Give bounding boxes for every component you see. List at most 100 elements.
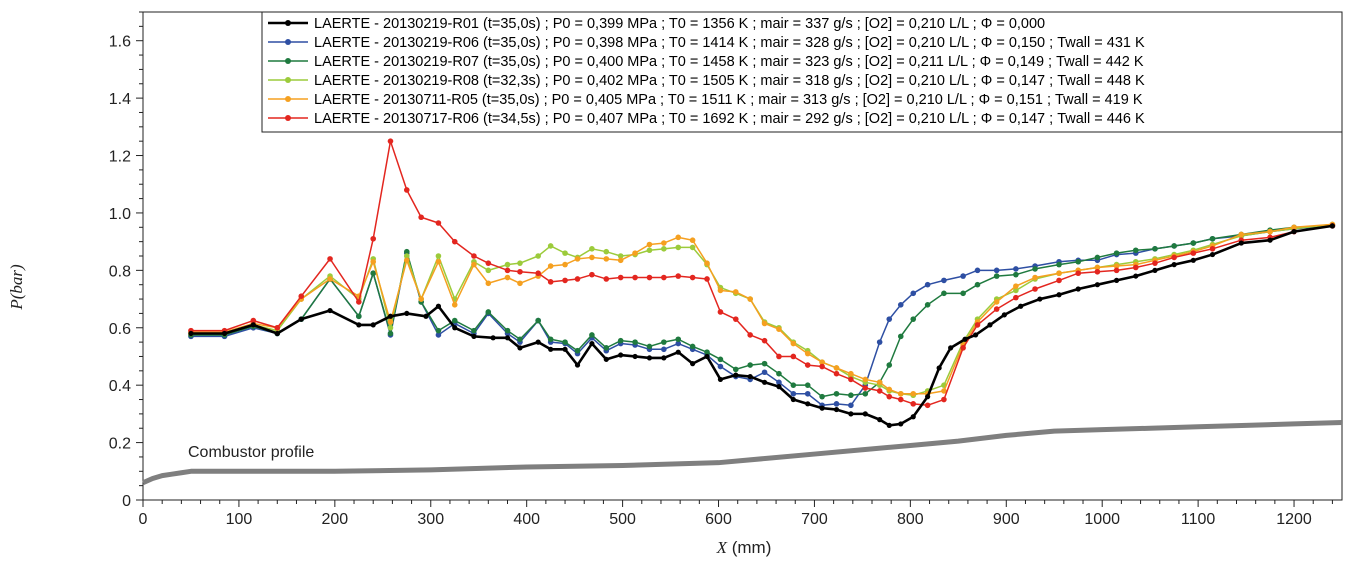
data-point xyxy=(548,346,554,352)
data-point xyxy=(936,365,942,371)
data-point xyxy=(924,302,931,308)
data-point xyxy=(435,220,442,226)
data-point xyxy=(761,360,768,367)
data-point xyxy=(603,276,610,282)
data-point xyxy=(886,422,892,428)
data-point xyxy=(987,322,993,328)
data-point xyxy=(862,411,868,417)
data-point xyxy=(1056,261,1062,268)
data-point xyxy=(418,296,424,302)
data-point xyxy=(910,290,917,297)
data-point xyxy=(485,267,492,274)
data-point xyxy=(941,277,947,284)
data-point xyxy=(485,309,492,315)
data-point xyxy=(562,339,568,345)
data-point xyxy=(574,276,581,282)
series-line xyxy=(190,223,1333,396)
data-point xyxy=(646,355,653,361)
data-point xyxy=(675,349,681,355)
data-point xyxy=(886,362,893,368)
data-point xyxy=(632,274,638,281)
legend-swatch-marker xyxy=(285,20,291,26)
data-point xyxy=(274,330,280,337)
data-point xyxy=(471,261,477,268)
legend-entry: LAERTE - 20130219-R08 (t=32,3s) ; P0 = 0… xyxy=(314,73,1145,89)
data-point xyxy=(632,339,638,345)
data-point xyxy=(387,324,394,331)
y-tick-label: 1.4 xyxy=(109,91,131,108)
data-point xyxy=(1013,283,1019,289)
data-point xyxy=(1171,262,1177,268)
data-point xyxy=(1238,240,1244,246)
data-point xyxy=(451,317,458,324)
x-tick-label: 1000 xyxy=(1084,511,1120,528)
data-point xyxy=(485,260,492,266)
data-point xyxy=(574,256,581,262)
data-point xyxy=(435,253,442,259)
data-point xyxy=(747,373,753,380)
data-point xyxy=(1013,266,1019,272)
data-point xyxy=(1190,257,1196,263)
data-point xyxy=(1152,267,1158,273)
data-point xyxy=(717,376,724,383)
x-tick-label: 900 xyxy=(993,511,1020,528)
data-point xyxy=(974,281,981,288)
data-point xyxy=(370,235,377,242)
data-point xyxy=(370,322,376,328)
data-point xyxy=(562,346,568,352)
data-point xyxy=(603,356,609,362)
data-point xyxy=(403,248,410,255)
data-point xyxy=(471,333,477,339)
data-point xyxy=(941,290,947,297)
data-point xyxy=(387,313,394,319)
data-point xyxy=(646,241,653,248)
data-point xyxy=(1032,266,1038,272)
data-point xyxy=(1133,273,1139,279)
y-tick-label: 0 xyxy=(122,493,131,510)
data-point xyxy=(924,402,931,409)
series-line xyxy=(190,225,1333,407)
data-point xyxy=(747,332,753,338)
data-point xyxy=(1171,243,1177,249)
data-point xyxy=(776,384,782,390)
data-point xyxy=(1056,277,1062,284)
data-point xyxy=(1171,254,1177,261)
data-point xyxy=(452,325,458,331)
data-point xyxy=(517,280,523,287)
data-point xyxy=(589,271,595,278)
data-point xyxy=(1113,250,1120,256)
x-tick-label: 700 xyxy=(801,511,828,528)
data-point xyxy=(790,340,797,347)
data-point xyxy=(1152,260,1158,266)
data-point xyxy=(819,363,825,370)
data-point xyxy=(732,289,739,295)
x-tick-label: 1200 xyxy=(1276,511,1312,528)
data-point xyxy=(370,270,377,277)
data-point xyxy=(689,237,696,244)
data-point xyxy=(435,332,442,338)
data-point xyxy=(960,273,966,279)
data-point xyxy=(535,317,541,324)
data-point xyxy=(1075,286,1081,292)
x-tick-label: 0 xyxy=(139,511,148,528)
data-point xyxy=(993,273,1000,279)
data-point xyxy=(423,313,429,319)
data-point xyxy=(618,352,624,358)
data-point xyxy=(790,396,796,403)
data-point xyxy=(451,238,458,245)
data-point xyxy=(547,336,554,343)
combustor-profile-line xyxy=(141,419,1343,486)
data-point xyxy=(848,411,854,417)
data-point xyxy=(603,248,610,255)
x-tick-label: 600 xyxy=(705,511,732,528)
legend: LAERTE - 20130219-R01 (t=35,0s) ; P0 = 0… xyxy=(261,11,1343,133)
data-point xyxy=(403,187,410,193)
data-point xyxy=(910,414,916,420)
data-point xyxy=(897,396,904,403)
data-point xyxy=(1001,312,1007,318)
data-point xyxy=(1209,251,1216,258)
data-point xyxy=(471,327,477,334)
data-point xyxy=(675,336,682,343)
data-point xyxy=(1113,277,1120,283)
